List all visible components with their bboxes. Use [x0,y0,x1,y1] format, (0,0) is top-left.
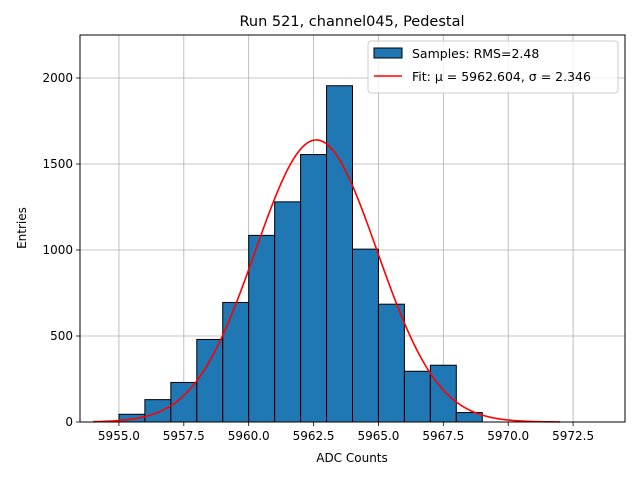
y-tick-label: 0 [65,415,73,429]
histogram-bars [118,85,483,423]
x-tick-label: 5957.5 [163,429,205,443]
x-tick-label: 5972.5 [552,429,594,443]
legend-samples-label: Samples: RMS=2.48 [412,46,539,61]
histogram-bar [377,303,405,423]
y-tick-label: 2000 [42,71,73,85]
fit-curve-group [92,139,561,423]
legend-fit-label: Fit: μ = 5962.604, σ = 2.346 [412,69,591,84]
x-tick-label: 5965.0 [357,429,399,443]
histogram-bar [352,248,379,423]
histogram-bar [144,399,172,423]
chart-title: Run 521, channel045, Pedestal [239,14,464,30]
legend-box [367,40,619,94]
y-tick-label: 500 [50,329,73,343]
histogram-bar [429,364,457,423]
histogram-bar [300,154,328,423]
y-axis-label: Entries [15,207,29,249]
x-tick-label: 5967.5 [422,429,464,443]
fit-curve [92,139,561,423]
histogram-bar [274,201,302,423]
y-axis-ticks: 0 500 1000 1500 2000 [42,71,80,429]
legend-samples-patch [373,47,403,59]
histogram-bar [248,234,276,423]
histogram-bar [222,301,250,423]
histogram-bar [326,85,353,423]
x-axis-label: ADC Counts [316,451,388,465]
x-tick-label: 5960.0 [228,429,270,443]
x-axis-ticks: 5955.0 5957.5 5960.0 5962.5 5965.0 5967.5 5970… [98,422,594,443]
histogram-bar [403,370,431,423]
y-tick-label: 1000 [42,243,73,257]
x-tick-label: 5962.5 [293,429,335,443]
x-tick-label: 5970.0 [487,429,529,443]
legend: Samples: RMS=2.48 Fit: μ = 5962.604, σ =… [367,40,619,94]
y-tick-label: 1500 [42,157,73,171]
plot-frame [79,34,626,423]
x-tick-label: 5955.0 [98,429,140,443]
histogram-bar [196,338,224,423]
